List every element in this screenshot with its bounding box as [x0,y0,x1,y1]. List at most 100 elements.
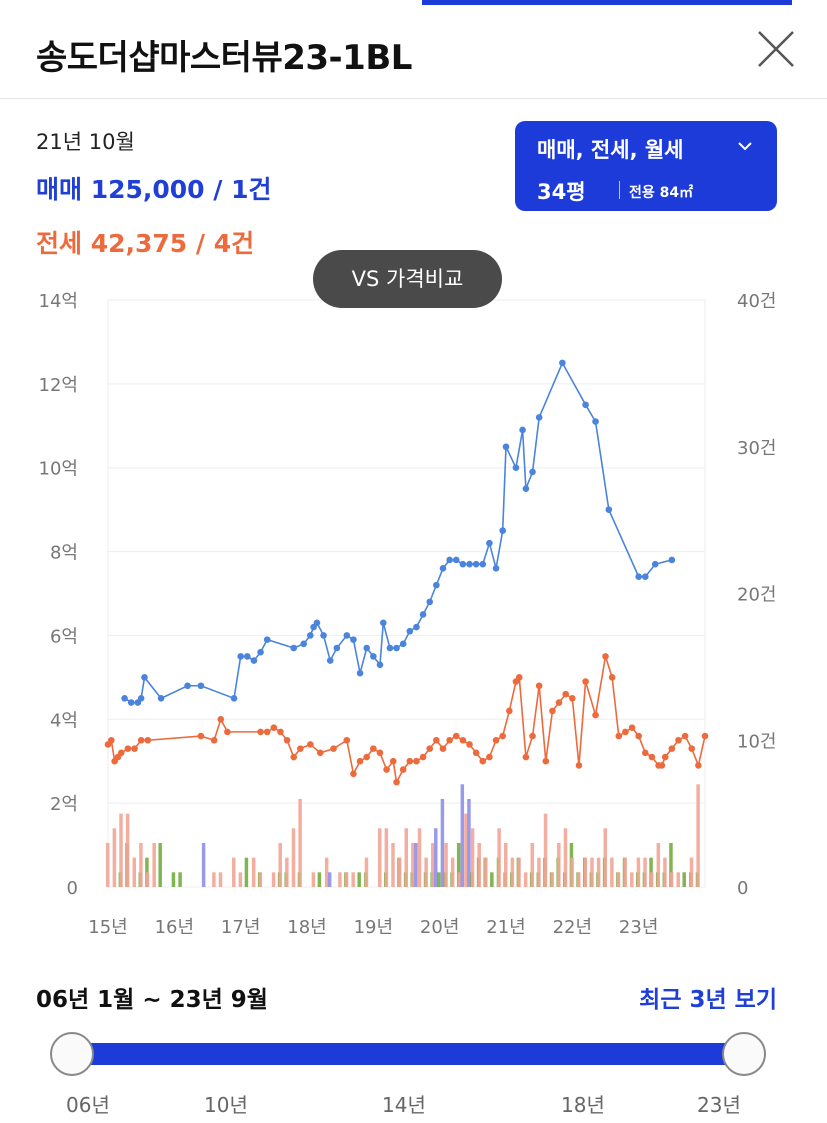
sale-point [472,560,480,568]
count-bar [444,842,448,887]
count-bar [158,842,162,887]
count-bar [557,842,561,887]
range-tick: 23년 [697,1093,741,1117]
jeonse-point [562,690,569,698]
jeonse-point [131,745,138,752]
count-bar [603,828,607,887]
header-divider [0,98,827,99]
count-bar [590,857,594,887]
count-bar [112,828,117,887]
count-bar [457,872,462,887]
jeonse-point [602,653,609,660]
jeonse-point [668,745,676,752]
sale-point [529,468,536,476]
count-bar [171,872,176,887]
sale-point [350,636,357,643]
sale-point [141,674,148,681]
sale-point [426,598,434,606]
y-left-tick: 10억 [39,459,78,480]
sale-point [356,669,364,677]
count-bar [397,857,402,887]
sale-point [237,653,244,660]
sale-point [326,657,334,664]
range-tick: 18년 [561,1093,605,1117]
jeonse-point [515,674,523,681]
count-bar [676,872,680,887]
jeonse-point [648,753,656,761]
jeonse-point [472,749,480,757]
y-left-tick: 14억 [39,291,78,312]
x-tick: 17년 [221,917,260,938]
count-bar [596,857,601,887]
count-bar [384,828,389,887]
y-left-tick: 0 [67,878,78,899]
chevron-down-icon [738,142,752,151]
jeonse-point [257,728,264,736]
trade-filter-button[interactable]: 매매, 전세, 월세 34평 전용 84㎡ [515,121,777,211]
plot-frame [107,299,706,888]
count-bar [364,857,369,887]
range-slider-track[interactable] [72,1043,744,1065]
sale-summary: 매매 125,000 / 1건 [36,175,272,204]
jeonse-point [307,741,314,748]
price-chart[interactable]: 0 2억 4억 6억 8억 10억 12억 14억 0 10건 20건 30건 40건 15년 16년 17년… [0,280,827,960]
x-tick: 15년 [88,917,127,938]
jeonse-point [137,736,145,744]
sale-point [230,695,238,702]
sale-point [642,573,649,581]
range-end-handle[interactable] [722,1032,766,1076]
jeonse-summary: 전세 42,375 / 4건 [36,229,255,258]
sale-point [446,556,453,564]
close-button[interactable] [755,28,797,70]
count-bar [477,842,481,887]
jeonse-point [486,753,493,761]
jeonse-point [263,728,271,736]
count-bar [218,872,223,887]
sale-point [121,695,128,702]
range-start-handle[interactable] [50,1032,94,1076]
jeonse-point [506,707,513,715]
count-bar [682,872,686,887]
y-right-tick: 0 [737,878,748,899]
count-bar [484,857,488,887]
count-bar [649,872,654,887]
count-bar [132,857,137,887]
range-label: 06년 1월 ~ 23년 9월 [36,987,268,1013]
count-bar [324,857,329,887]
count-bar [563,828,568,887]
recent-3-years-link[interactable]: 최근 3년 보기 [639,987,777,1013]
y-left-tick: 4억 [50,710,78,731]
count-bar [464,813,468,887]
sale-point [668,556,676,564]
count-bar [139,842,143,887]
sale-point [452,556,460,564]
count-bar [152,842,156,887]
jeonse-point [492,736,500,744]
sale-point [433,581,440,589]
count-bar [232,857,236,887]
count-bar [440,798,445,887]
count-bar [456,842,461,887]
sale-point [379,619,387,627]
sale-point [137,695,145,702]
vs-compare-button[interactable]: VS 가격비교 [313,250,502,308]
jeonse-point [117,749,125,757]
jeonse-point [681,732,689,740]
count-bar [497,828,501,887]
jeonse-point [466,741,473,748]
count-bar [663,857,667,887]
count-bar [411,842,415,887]
sale-point [250,657,258,664]
jeonse-point [413,757,420,765]
count-bar [504,842,508,887]
jeonse-point [297,745,304,752]
sale-point [343,632,351,639]
count-bar [450,857,455,887]
count-bar [178,872,182,887]
y-right-tick: 30건 [737,438,776,459]
count-bar [576,872,581,887]
range-tick: 14년 [382,1093,426,1117]
count-bar [460,784,465,887]
count-bar [351,872,355,887]
x-tick: 21년 [486,917,525,938]
